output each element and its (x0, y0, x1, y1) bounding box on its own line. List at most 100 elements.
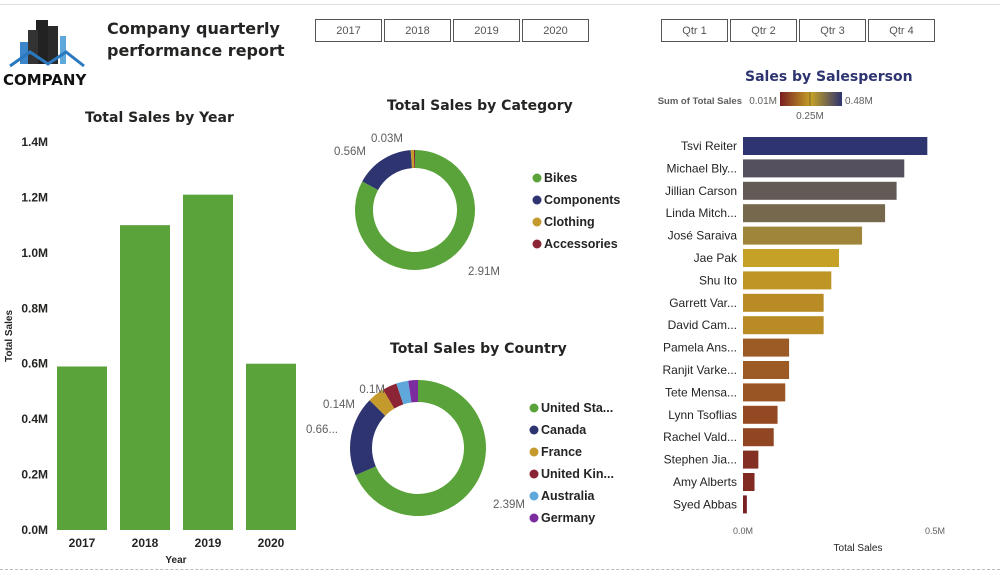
x-tick-label: 2017 (69, 536, 96, 550)
legend-item: Germany (541, 511, 595, 525)
salesperson-bar (743, 249, 839, 267)
x-axis-label: Year (165, 555, 186, 566)
donut-slice-Clothing (410, 150, 415, 169)
qtr3-button[interactable]: Qtr 3 (799, 19, 866, 42)
legend-marker (532, 239, 542, 249)
legend-item: Components (544, 193, 620, 207)
y-tick-label: 1.0M (21, 246, 48, 260)
qtr1-button[interactable]: Qtr 1 (661, 19, 728, 42)
y-axis-label: Total Sales (4, 310, 15, 362)
legend-item: Australia (541, 489, 596, 503)
legend-item: Accessories (544, 237, 618, 251)
legend-title: Sum of Total Sales (658, 96, 742, 107)
x-tick-label: 2018 (132, 536, 159, 550)
donut-slice-Australia (396, 380, 412, 405)
salesperson-label: David Cam... (668, 318, 737, 332)
bar-2017 (57, 366, 107, 530)
salesperson-bar (743, 338, 790, 357)
donut-slice-United Kin... (383, 383, 404, 409)
x-tick-label: 0.5M (925, 526, 945, 536)
salesperson-label: Rachel Vald... (663, 430, 737, 444)
category-chart-title: Total Sales by Category (387, 98, 573, 114)
x-tick-label: 2019 (195, 536, 222, 550)
top-border (0, 0, 1000, 5)
x-tick-label: 0.0M (733, 526, 753, 536)
salesperson-bar (743, 316, 824, 335)
bottom-border (0, 569, 1000, 570)
qtr2-button[interactable]: Qtr 2 (730, 19, 797, 42)
legend-item: United Sta... (541, 401, 613, 415)
donut-slice-Components (362, 150, 412, 190)
salesperson-label: Ranjit Varke... (663, 363, 737, 377)
legend-item: United Kin... (541, 467, 614, 481)
salesperson-bar (743, 159, 905, 178)
quarter-slicer: Qtr 1 Qtr 2 Qtr 3 Qtr 4 (661, 19, 935, 42)
salesperson-label: Lynn Tsoflias (668, 408, 737, 422)
data-label: 2.39M (493, 499, 525, 511)
bar-2019 (183, 194, 233, 530)
donut-slice-Accessories (413, 150, 415, 169)
legend-marker (529, 447, 539, 457)
salesperson-label: Tete Mensa... (665, 385, 737, 399)
legend-marker (532, 173, 542, 183)
color-scale-bar (780, 92, 842, 106)
salesperson-bar (743, 361, 790, 379)
legend-item: Bikes (544, 171, 577, 185)
salesperson-label: Syed Abbas (673, 497, 737, 511)
salesperson-bar (743, 405, 778, 424)
year-2017-button[interactable]: 2017 (315, 19, 382, 42)
salesperson-bar (743, 204, 886, 223)
legend-marker (529, 425, 539, 435)
salesperson-label: Tsvi Reiter (681, 139, 737, 153)
salesperson-label: Jillian Carson (665, 184, 737, 198)
donut-slice-Canada (350, 400, 386, 476)
page-title: Company quarterly performance report (107, 19, 285, 60)
year-2019-button[interactable]: 2019 (453, 19, 520, 42)
donut-slice-Germany (408, 380, 418, 403)
year-2018-button[interactable]: 2018 (384, 19, 451, 42)
salesperson-label: Stephen Jia... (664, 453, 737, 467)
salesperson-bar (743, 450, 759, 469)
donut-slice-United Sta... (355, 379, 487, 516)
legend-marker (532, 217, 542, 227)
legend-item: France (541, 445, 582, 459)
bar-2018 (120, 225, 170, 530)
salesperson-bar (743, 473, 755, 491)
y-tick-label: 1.2M (21, 190, 48, 204)
salesperson-bar (743, 428, 774, 447)
salesperson-bar (743, 293, 824, 312)
salesperson-bar (743, 181, 897, 200)
data-label: 0.66... (306, 424, 338, 436)
salesperson-bar (743, 383, 786, 402)
company-logo-icon (9, 20, 85, 68)
y-tick-label: 0.8M (21, 301, 48, 315)
y-tick-label: 0.0M (21, 523, 48, 537)
data-label: 0.14M (323, 399, 355, 411)
scale-max: 0.48M (845, 96, 873, 107)
salesperson-bar (743, 226, 863, 245)
salesperson-bar (743, 271, 832, 290)
scale-min: 0.01M (749, 96, 777, 107)
salesperson-label: José Saraiva (668, 229, 738, 243)
salesperson-chart-title: Sales by Salesperson (745, 69, 913, 85)
legend-marker (529, 403, 539, 413)
salesperson-bar (743, 137, 928, 155)
year-slicer: 2017 2018 2019 2020 (315, 19, 589, 42)
y-tick-label: 0.2M (21, 468, 48, 482)
salesperson-label: Amy Alberts (673, 475, 737, 489)
logo-text: COMPANY (3, 71, 87, 89)
year-2020-button[interactable]: 2020 (522, 19, 589, 42)
data-label: 2.91M (468, 266, 500, 278)
salesperson-label: Jae Pak (694, 251, 738, 265)
year-chart-title: Total Sales by Year (85, 110, 234, 126)
scale-mid: 0.25M (796, 111, 824, 122)
y-tick-label: 1.4M (21, 135, 48, 149)
qtr4-button[interactable]: Qtr 4 (868, 19, 935, 42)
salesperson-label: Pamela Ans... (663, 341, 737, 355)
salesperson-label: Linda Mitch... (666, 206, 737, 220)
y-tick-label: 0.6M (21, 357, 48, 371)
legend-item: Clothing (544, 215, 595, 229)
legend-item: Canada (541, 423, 587, 437)
